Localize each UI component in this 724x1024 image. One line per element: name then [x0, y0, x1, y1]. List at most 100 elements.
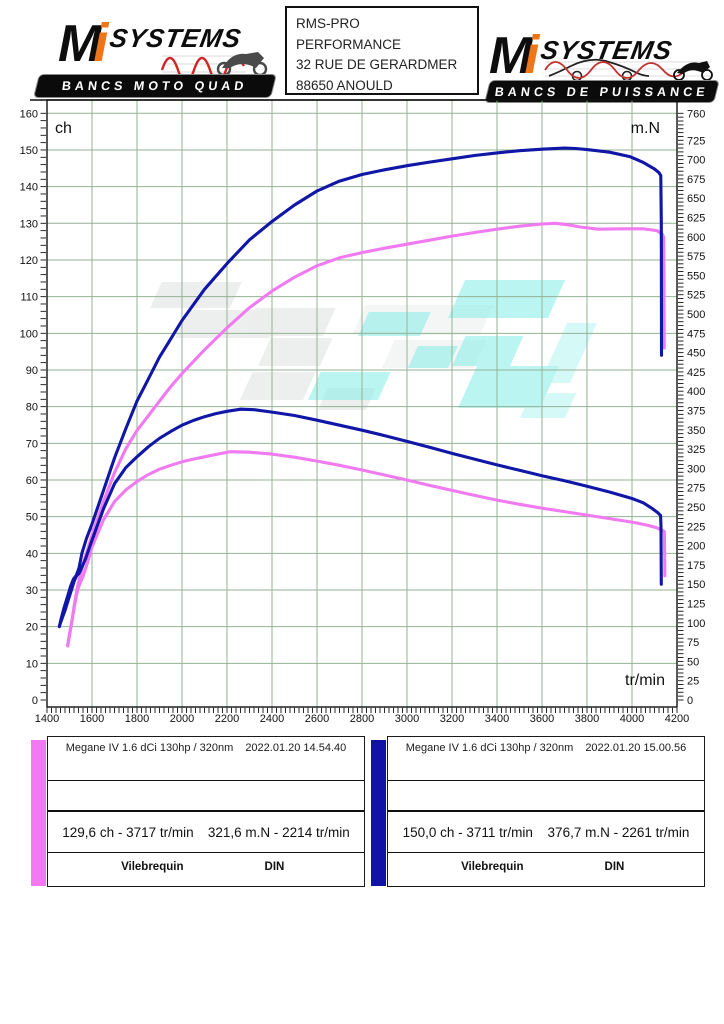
run1-vehicle: Megane IV 1.6 dCi 130hp / 320nm [65, 742, 234, 754]
y-left-tick-label: 70 [26, 438, 38, 450]
watermark-shape [308, 372, 391, 400]
y-right-tick-label: 225 [687, 521, 705, 533]
y-right-tick-label: 350 [687, 425, 705, 437]
y-right-tick-label: 150 [687, 579, 705, 591]
watermark-shape [540, 323, 597, 383]
watermark-shape [243, 308, 336, 336]
curve-power-run2-blue [57, 146, 664, 629]
x-tick-label: 2600 [305, 713, 329, 725]
dyno-plot: 0 10 20 30 40 50 60 70 80 90 100 110 120 130 140 150 160… [20, 99, 705, 725]
run2-vehicle: Megane IV 1.6 dCi 130hp / 320nm [405, 742, 574, 754]
y-right-tick-label: 425 [687, 367, 705, 379]
x-tick-label: 2000 [170, 713, 194, 725]
y-right-tick-label: 625 [687, 213, 705, 225]
watermark-shape [520, 393, 577, 418]
run2-empty-row [388, 781, 704, 812]
y-left-tick-label: 50 [26, 512, 38, 524]
y-left-tick-label: 140 [20, 182, 38, 194]
y-left-tick-label: 80 [26, 402, 38, 414]
run1-power-peak: 129,6 ch - 3717 tr/min [62, 824, 194, 840]
x-tick-label: 1800 [125, 713, 149, 725]
watermark-shape [452, 336, 524, 366]
y-left-tick-label: 120 [20, 255, 38, 267]
motorcycle-icon [216, 52, 268, 76]
y-left-tick-label: 160 [20, 108, 38, 120]
y-left-tick-label: 30 [26, 585, 38, 597]
run2-footer-row: Vilebrequin DIN [388, 853, 704, 881]
y-right-tick-label: 125 [687, 599, 705, 611]
x-tick-label: 3200 [440, 713, 464, 725]
watermark-shape [448, 280, 566, 318]
y-right-tick-label: 175 [687, 560, 705, 572]
run1-datetime: 2022.01.20 14.54.40 [245, 742, 347, 754]
y-right-unit-label: m.N [631, 120, 660, 137]
y-right-tick-label: 475 [687, 328, 705, 340]
y-right-tick-label: 100 [687, 618, 705, 630]
run1-measure-point: Vilebrequin [121, 861, 184, 873]
x-tick-label: 3400 [485, 713, 509, 725]
y-right-tick-label: 75 [687, 637, 699, 649]
y-right-tick-label: 550 [687, 270, 705, 282]
run2-values-row: 150,0 ch - 3711 tr/min 376,7 m.N - 2261 … [388, 812, 704, 853]
y-left-tick-label: 0 [32, 695, 38, 707]
brand-m: M [489, 27, 532, 85]
y-right-tick-label: 600 [687, 232, 705, 244]
y-left-tick-label: 60 [26, 475, 38, 487]
watermark-shape [150, 282, 242, 308]
y-left-tick-label: 130 [20, 218, 38, 230]
y-right-tick-label: 300 [687, 463, 705, 475]
y-right-tick-label: 650 [687, 193, 705, 205]
y-right-tick-label: 50 [687, 656, 699, 668]
x-tick-label: 2400 [260, 713, 284, 725]
curve-torque-run2-blue [57, 407, 663, 628]
curve-torque-run1-pink [66, 450, 667, 648]
shop-street: 32 RUE DE GERARDMER [296, 57, 458, 72]
brand-mi-systems: MiSYSTEMS [489, 24, 675, 86]
y-right-tick-label: 575 [687, 251, 705, 263]
y-right-tick-label: 700 [687, 155, 705, 167]
run1-norm: DIN [264, 861, 285, 873]
y-left-tick-label: 20 [26, 622, 38, 634]
run2-title-row: Megane IV 1.6 dCi 130hp / 320nm 2022.01.2… [388, 737, 704, 781]
run2-power-peak: 150,0 ch - 3711 tr/min [402, 824, 533, 840]
run1-torque-peak: 321,6 m.N - 2214 tr/min [207, 824, 350, 840]
x-tick-label: 1600 [80, 713, 104, 725]
x-unit-label: tr/min [625, 672, 665, 689]
x-tick-label: 3800 [575, 713, 599, 725]
run1-title-row: Megane IV 1.6 dCi 130hp / 320nm 2022.01.2… [48, 737, 364, 781]
banner-text: BANCS DE PUISSANCE [494, 84, 710, 99]
x-tick-label: 3000 [395, 713, 419, 725]
y-right-tick-label: 760 [687, 108, 705, 120]
shop-address-box: RMS-PRO PERFORMANCE 32 RUE DE GERARDMER … [285, 6, 479, 95]
x-tick-label: 3600 [530, 713, 554, 725]
watermark-shape [408, 346, 458, 368]
y-right-tick-label: 0 [687, 695, 693, 707]
y-right-tick-label: 500 [687, 309, 705, 321]
y-right-tick-label: 375 [687, 406, 705, 418]
run2-norm: DIN [604, 861, 625, 873]
y-right-tick-label: 275 [687, 483, 705, 495]
y-right-tick-label: 400 [687, 386, 705, 398]
y-right-tick-label: 525 [687, 290, 705, 302]
run2-torque-peak: 376,7 m.N - 2261 tr/min [547, 824, 690, 840]
x-tick-label: 2200 [215, 713, 239, 725]
run2-legend-box: Megane IV 1.6 dCi 130hp / 320nm 2022.01.2… [387, 736, 705, 887]
run1-footer-row: Vilebrequin DIN [48, 853, 364, 881]
y-left-tick-label: 10 [26, 658, 38, 670]
curve-power-run1-pink [66, 221, 666, 647]
y-left-tick-label: 150 [20, 145, 38, 157]
run2-measure-point: Vilebrequin [461, 861, 524, 873]
x-tick-label: 2800 [350, 713, 374, 725]
watermark-shape [358, 312, 431, 336]
x-tick-label: 4200 [665, 713, 689, 725]
run1-values-row: 129,6 ch - 3717 tr/min 321,6 m.N - 2214 … [48, 812, 364, 853]
y-right-tick-label: 450 [687, 348, 705, 360]
run2-color-bar [371, 740, 386, 886]
y-left-tick-label: 90 [26, 365, 38, 377]
run1-color-bar [31, 740, 46, 886]
y-right-tick-label: 250 [687, 502, 705, 514]
y-right-tick-label: 25 [687, 676, 699, 688]
watermark-shape [258, 338, 333, 366]
y-right-tick-label: 725 [687, 135, 705, 147]
